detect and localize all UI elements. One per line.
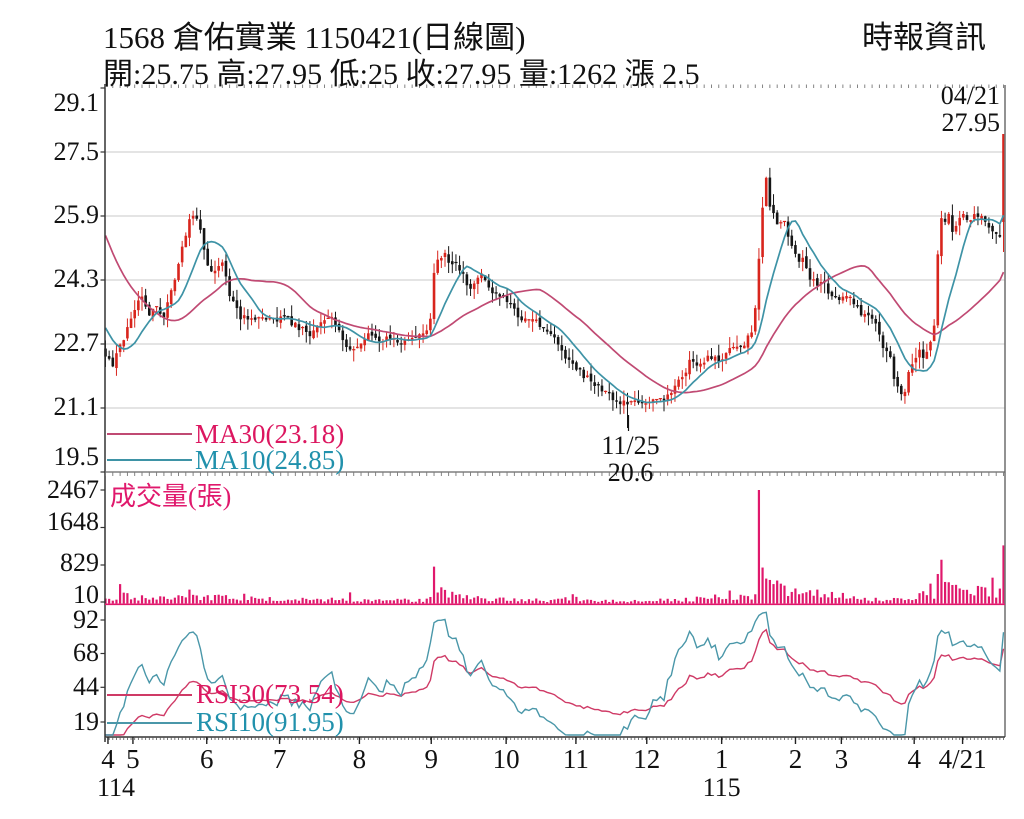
x-axis-month-label: 9 [424,744,438,774]
volume-pane-title: 成交量(張) [110,482,232,511]
x-axis-month-label: 6 [199,744,214,774]
x-axis-year-label: 115 [702,773,741,802]
x-axis-month-label: 4/21 [938,744,987,774]
x-axis-year-label: 114 [97,773,136,802]
rsi-ytick: 44 [73,672,99,701]
low-date-label: 11/25 [601,431,660,460]
rsi30-legend: RSI30(73.54) [196,679,344,709]
rsi30-line-swatch [107,694,192,696]
last-price-label: 27.95 [941,108,1001,137]
x-axis-month-label: 4 [101,744,115,774]
x-axis-month-label: 11 [562,744,589,774]
x-axis-month-label: 3 [834,744,849,774]
x-axis-month-label: 4 [907,744,921,774]
price-ytick: 22.7 [53,328,100,357]
rsi-ytick: 92 [73,605,99,634]
x-axis-month-label: 5 [126,744,140,774]
volume-ytick: 1648 [47,507,99,536]
volume-ytick: 10 [73,580,99,609]
last-price-annotation: 04/21 27.95 [941,82,1000,136]
data-source-label: 時報資訊 [862,20,986,55]
low-price-label: 20.6 [607,458,654,487]
x-axis-month-label: 10 [492,744,520,774]
ma30-line-swatch [107,433,192,435]
ma10-line-swatch [107,459,192,461]
ma10-legend: MA10(24.85) [195,445,345,475]
price-ytick: 29.1 [53,88,100,117]
x-axis-month-label: 1 [714,744,729,774]
price-ytick: 27.5 [53,137,100,166]
x-axis-month-label: 7 [272,744,287,774]
volume-ytick: 2467 [47,475,99,504]
price-ytick: 19.5 [53,442,100,471]
period-low-annotation: 11/25 20.6 [558,432,703,486]
x-axis-month-label: 8 [352,744,367,774]
price-ytick: 24.3 [53,264,100,293]
rsi-ytick: 19 [73,707,99,736]
x-axis-month-label: 2 [788,744,803,774]
quote-summary-line: 開:25.75 高:27.95 低:25 收:27.95 量:1262 漲 2.… [103,58,700,91]
price-ytick: 21.1 [53,392,100,421]
rsi10-line-swatch [107,722,192,724]
page-title: 1568 倉佑實業 1150421(日線圖) [103,20,526,55]
ma30-legend: MA30(23.18) [195,419,345,449]
volume-ytick: 829 [60,548,99,577]
price-ytick: 25.9 [53,200,100,229]
last-date-label: 04/21 [940,81,1000,110]
rsi10-legend: RSI10(91.95) [196,707,344,737]
x-axis-month-label: 12 [633,744,661,774]
rsi-ytick: 68 [73,638,99,667]
